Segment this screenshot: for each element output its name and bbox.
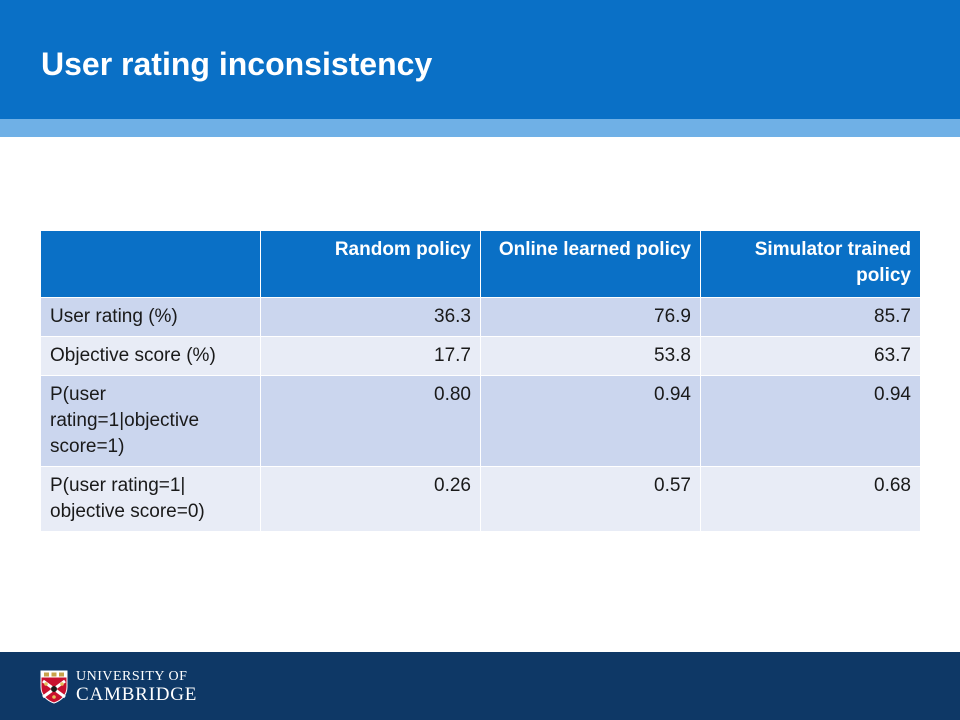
table-cell: 0.57	[480, 466, 701, 532]
row-label-p-rating-given-score-0: P(user rating=1| objective score=0)	[40, 466, 261, 532]
table-header-row: Random policy Online learned policy Simu…	[40, 230, 921, 298]
table-cell: 0.94	[700, 375, 921, 467]
slide-title: User rating inconsistency	[41, 46, 433, 82]
table-header-simulator-trained-policy: Simulator trained policy	[700, 230, 921, 298]
header-bar	[0, 0, 960, 119]
row-label-user-rating: User rating (%)	[40, 297, 261, 337]
table-cell: 17.7	[260, 336, 481, 376]
logo-line-university-of: UNIVERSITY OF	[76, 669, 188, 684]
table-cell: 0.26	[260, 466, 481, 532]
table-row: P(user rating=1|objective score=1) 0.80 …	[40, 375, 921, 467]
table-header-online-learned-policy: Online learned policy	[480, 230, 701, 298]
header-stripe	[0, 119, 960, 137]
table-row: Objective score (%) 17.7 53.8 63.7	[40, 336, 921, 376]
row-label-objective-score: Objective score (%)	[40, 336, 261, 376]
table-row: P(user rating=1| objective score=0) 0.26…	[40, 466, 921, 532]
table-cell: 76.9	[480, 297, 701, 337]
table-cell: 63.7	[700, 336, 921, 376]
table-header-corner	[40, 230, 261, 298]
table-row: User rating (%) 36.3 76.9 85.7	[40, 297, 921, 337]
logo-line-cambridge: CAMBRIDGE	[76, 684, 198, 705]
table-cell: 53.8	[480, 336, 701, 376]
row-label-p-rating-given-score-1: P(user rating=1|objective score=1)	[40, 375, 261, 467]
footer-bar	[0, 652, 960, 720]
university-logo: UNIVERSITY OF CAMBRIDGE	[40, 669, 197, 705]
logo-wordmark: UNIVERSITY OF CAMBRIDGE	[76, 669, 197, 705]
table-cell: 85.7	[700, 297, 921, 337]
results-table: Random policy Online learned policy Simu…	[40, 230, 921, 532]
table-cell: 0.94	[480, 375, 701, 467]
table-cell: 0.80	[260, 375, 481, 467]
table-cell: 0.68	[700, 466, 921, 532]
table-cell: 36.3	[260, 297, 481, 337]
table-header-random-policy: Random policy	[260, 230, 481, 298]
cambridge-shield-icon	[40, 670, 68, 704]
